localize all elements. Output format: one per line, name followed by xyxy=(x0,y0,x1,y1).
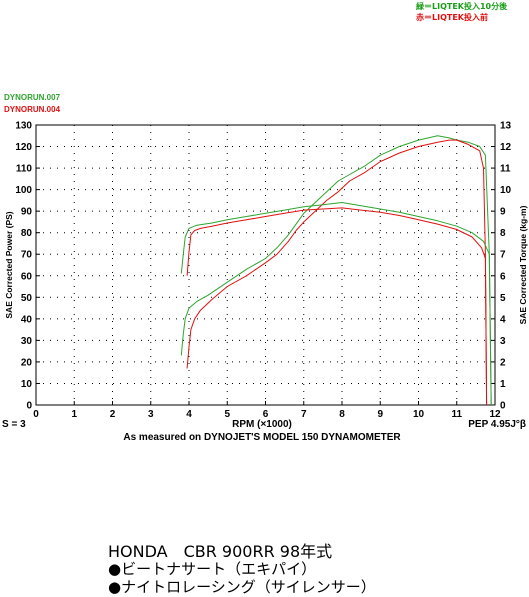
torque-curve-green xyxy=(180,202,492,406)
x-tick-label: 3 xyxy=(148,409,154,420)
run-label-007: DYNORUN.007 xyxy=(4,93,61,102)
legend-red-mark: 赤 xyxy=(416,13,424,22)
x-tick-label: 6 xyxy=(263,409,269,420)
y-right-tick-label: 3 xyxy=(500,336,506,347)
legend-red-text: ＝LIQTEK投入前 xyxy=(424,13,488,22)
footer-left: S = 3 xyxy=(2,419,26,430)
y-right-tick-label: 9 xyxy=(500,207,506,218)
series-lines xyxy=(180,135,492,406)
y-left-tick-label: 30 xyxy=(21,336,33,347)
x-tick-label: 8 xyxy=(339,409,345,420)
dyno-chart: DYNORUN.007 DYNORUN.004 0 1 2 3 4 5 6 7 8 9 10 11 12… xyxy=(2,93,528,443)
y-left-tick-label: 70 xyxy=(21,250,33,261)
x-tick-label: 0 xyxy=(33,409,39,420)
tick-marks xyxy=(35,124,496,406)
y-left-tick-label: 60 xyxy=(21,271,33,282)
x-tick-label: 10 xyxy=(413,409,425,420)
run-label-004: DYNORUN.004 xyxy=(4,105,61,114)
x-axis-label: RPM (×1000) xyxy=(232,419,292,430)
x-tick-labels: 0 1 2 3 4 5 6 7 8 9 10 11 12 xyxy=(33,409,501,420)
legend-red: 赤＝LIQTEK投入前 xyxy=(416,12,488,23)
x-tick-label: 12 xyxy=(489,409,501,420)
y-left-tick-labels: 0 10 20 30 40 50 60 70 80 90 100 110 120 130 xyxy=(15,121,32,412)
y-left-tick-label: 90 xyxy=(21,207,33,218)
grid xyxy=(36,125,495,405)
y-right-tick-label: 2 xyxy=(500,357,506,368)
y-right-axis-label: SAE Corrected Torque (kg-m) xyxy=(518,205,528,324)
y-left-tick-label: 20 xyxy=(21,357,33,368)
power-curve-red xyxy=(186,139,488,406)
y-left-tick-label: 100 xyxy=(15,185,32,196)
y-left-tick-label: 40 xyxy=(21,314,33,325)
y-left-axis-label: SAE Corrected Power (PS) xyxy=(4,211,14,318)
power-curve-green xyxy=(180,135,492,406)
y-left-tick-label: 120 xyxy=(15,142,32,153)
y-right-tick-label: 5 xyxy=(500,293,506,304)
y-right-tick-label: 12 xyxy=(500,142,512,153)
x-tick-label: 7 xyxy=(301,409,307,420)
x-tick-label: 5 xyxy=(224,409,230,420)
y-right-tick-label: 4 xyxy=(500,314,506,325)
y-right-tick-label: 10 xyxy=(500,185,512,196)
x-tick-label: 4 xyxy=(186,409,192,420)
y-left-tick-label: 0 xyxy=(26,401,32,412)
y-left-tick-label: 80 xyxy=(21,228,33,239)
x-tick-label: 2 xyxy=(110,409,116,420)
y-right-tick-label: 1 xyxy=(500,379,506,390)
legend-green: 緑＝LIQTEK投入10分後 xyxy=(416,1,507,12)
y-right-tick-label: 13 xyxy=(500,121,512,132)
y-right-tick-label: 6 xyxy=(500,271,506,282)
y-right-tick-label: 0 xyxy=(500,401,506,412)
y-left-tick-label: 110 xyxy=(16,164,33,175)
legend-green-text: ＝LIQTEK投入10分後 xyxy=(424,2,508,11)
y-left-tick-label: 50 xyxy=(21,293,33,304)
legend-green-mark: 緑 xyxy=(416,2,424,11)
x-tick-label: 11 xyxy=(451,409,462,420)
x-tick-label: 9 xyxy=(377,409,383,420)
caption-silencer: ●ナイトロレーシング（サイレンサー） xyxy=(108,578,376,596)
y-left-tick-label: 10 xyxy=(21,379,33,390)
y-right-tick-label: 11 xyxy=(500,164,511,175)
x-tick-label: 1 xyxy=(71,409,77,420)
footer-right: PEP 4.95J°β xyxy=(468,419,526,430)
caption-model: HONDA CBR 900RR 98年式 xyxy=(108,542,333,561)
y-right-tick-label: 8 xyxy=(500,228,506,239)
y-right-tick-label: 7 xyxy=(500,250,506,261)
footer-center: As measured on DYNOJET'S MODEL 150 DYNAM… xyxy=(123,432,401,443)
caption-exhaust-pipe: ●ビートナサート（エキパイ） xyxy=(108,560,317,578)
torque-curve-red xyxy=(186,207,488,406)
y-left-tick-label: 130 xyxy=(15,121,32,132)
